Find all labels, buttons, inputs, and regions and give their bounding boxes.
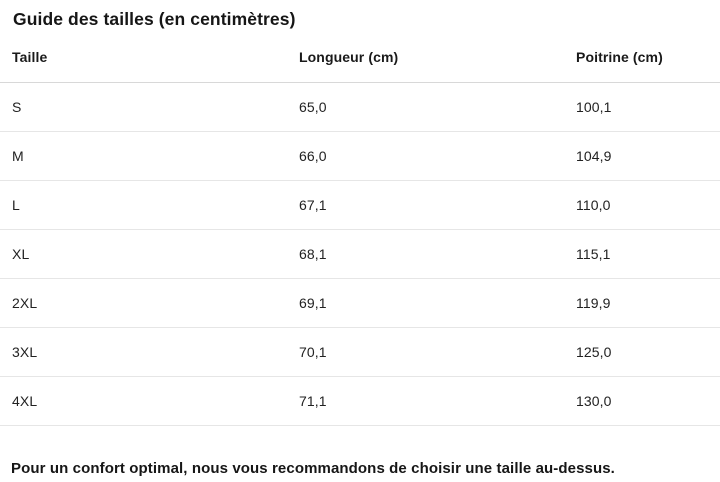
length-cell: 65,0 xyxy=(287,82,564,132)
table-row: S 65,0 100,1 xyxy=(0,82,720,132)
table-header-row: Taille Longueur (cm) Poitrine (cm) xyxy=(0,42,720,83)
table-row: M 66,0 104,9 xyxy=(0,131,720,181)
size-cell: S xyxy=(0,82,287,132)
size-cell: L xyxy=(0,180,287,230)
chest-cell: 119,9 xyxy=(564,278,720,328)
chest-cell: 130,0 xyxy=(564,376,720,426)
size-table: Taille Longueur (cm) Poitrine (cm) S 65,… xyxy=(0,42,720,426)
table-row: 2XL 69,1 119,9 xyxy=(0,278,720,328)
column-header-length: Longueur (cm) xyxy=(287,42,564,83)
table-row: 3XL 70,1 125,0 xyxy=(0,327,720,377)
chest-cell: 125,0 xyxy=(564,327,720,377)
table-row: L 67,1 110,0 xyxy=(0,180,720,230)
chest-cell: 115,1 xyxy=(564,229,720,279)
chest-cell: 110,0 xyxy=(564,180,720,230)
size-cell: 4XL xyxy=(0,376,287,426)
column-header-size: Taille xyxy=(0,42,287,83)
length-cell: 70,1 xyxy=(287,327,564,377)
column-header-chest: Poitrine (cm) xyxy=(564,42,720,83)
size-cell: M xyxy=(0,131,287,181)
length-cell: 71,1 xyxy=(287,376,564,426)
table-row: XL 68,1 115,1 xyxy=(0,229,720,279)
comfort-recommendation-note: Pour un confort optimal, nous vous recom… xyxy=(11,459,615,477)
length-cell: 67,1 xyxy=(287,180,564,230)
size-cell: 2XL xyxy=(0,278,287,328)
size-cell: 3XL xyxy=(0,327,287,377)
length-cell: 66,0 xyxy=(287,131,564,181)
page-title: Guide des tailles (en centimètres) xyxy=(13,9,296,29)
chest-cell: 100,1 xyxy=(564,82,720,132)
chest-cell: 104,9 xyxy=(564,131,720,181)
size-cell: XL xyxy=(0,229,287,279)
length-cell: 69,1 xyxy=(287,278,564,328)
length-cell: 68,1 xyxy=(287,229,564,279)
table-row: 4XL 71,1 130,0 xyxy=(0,376,720,426)
